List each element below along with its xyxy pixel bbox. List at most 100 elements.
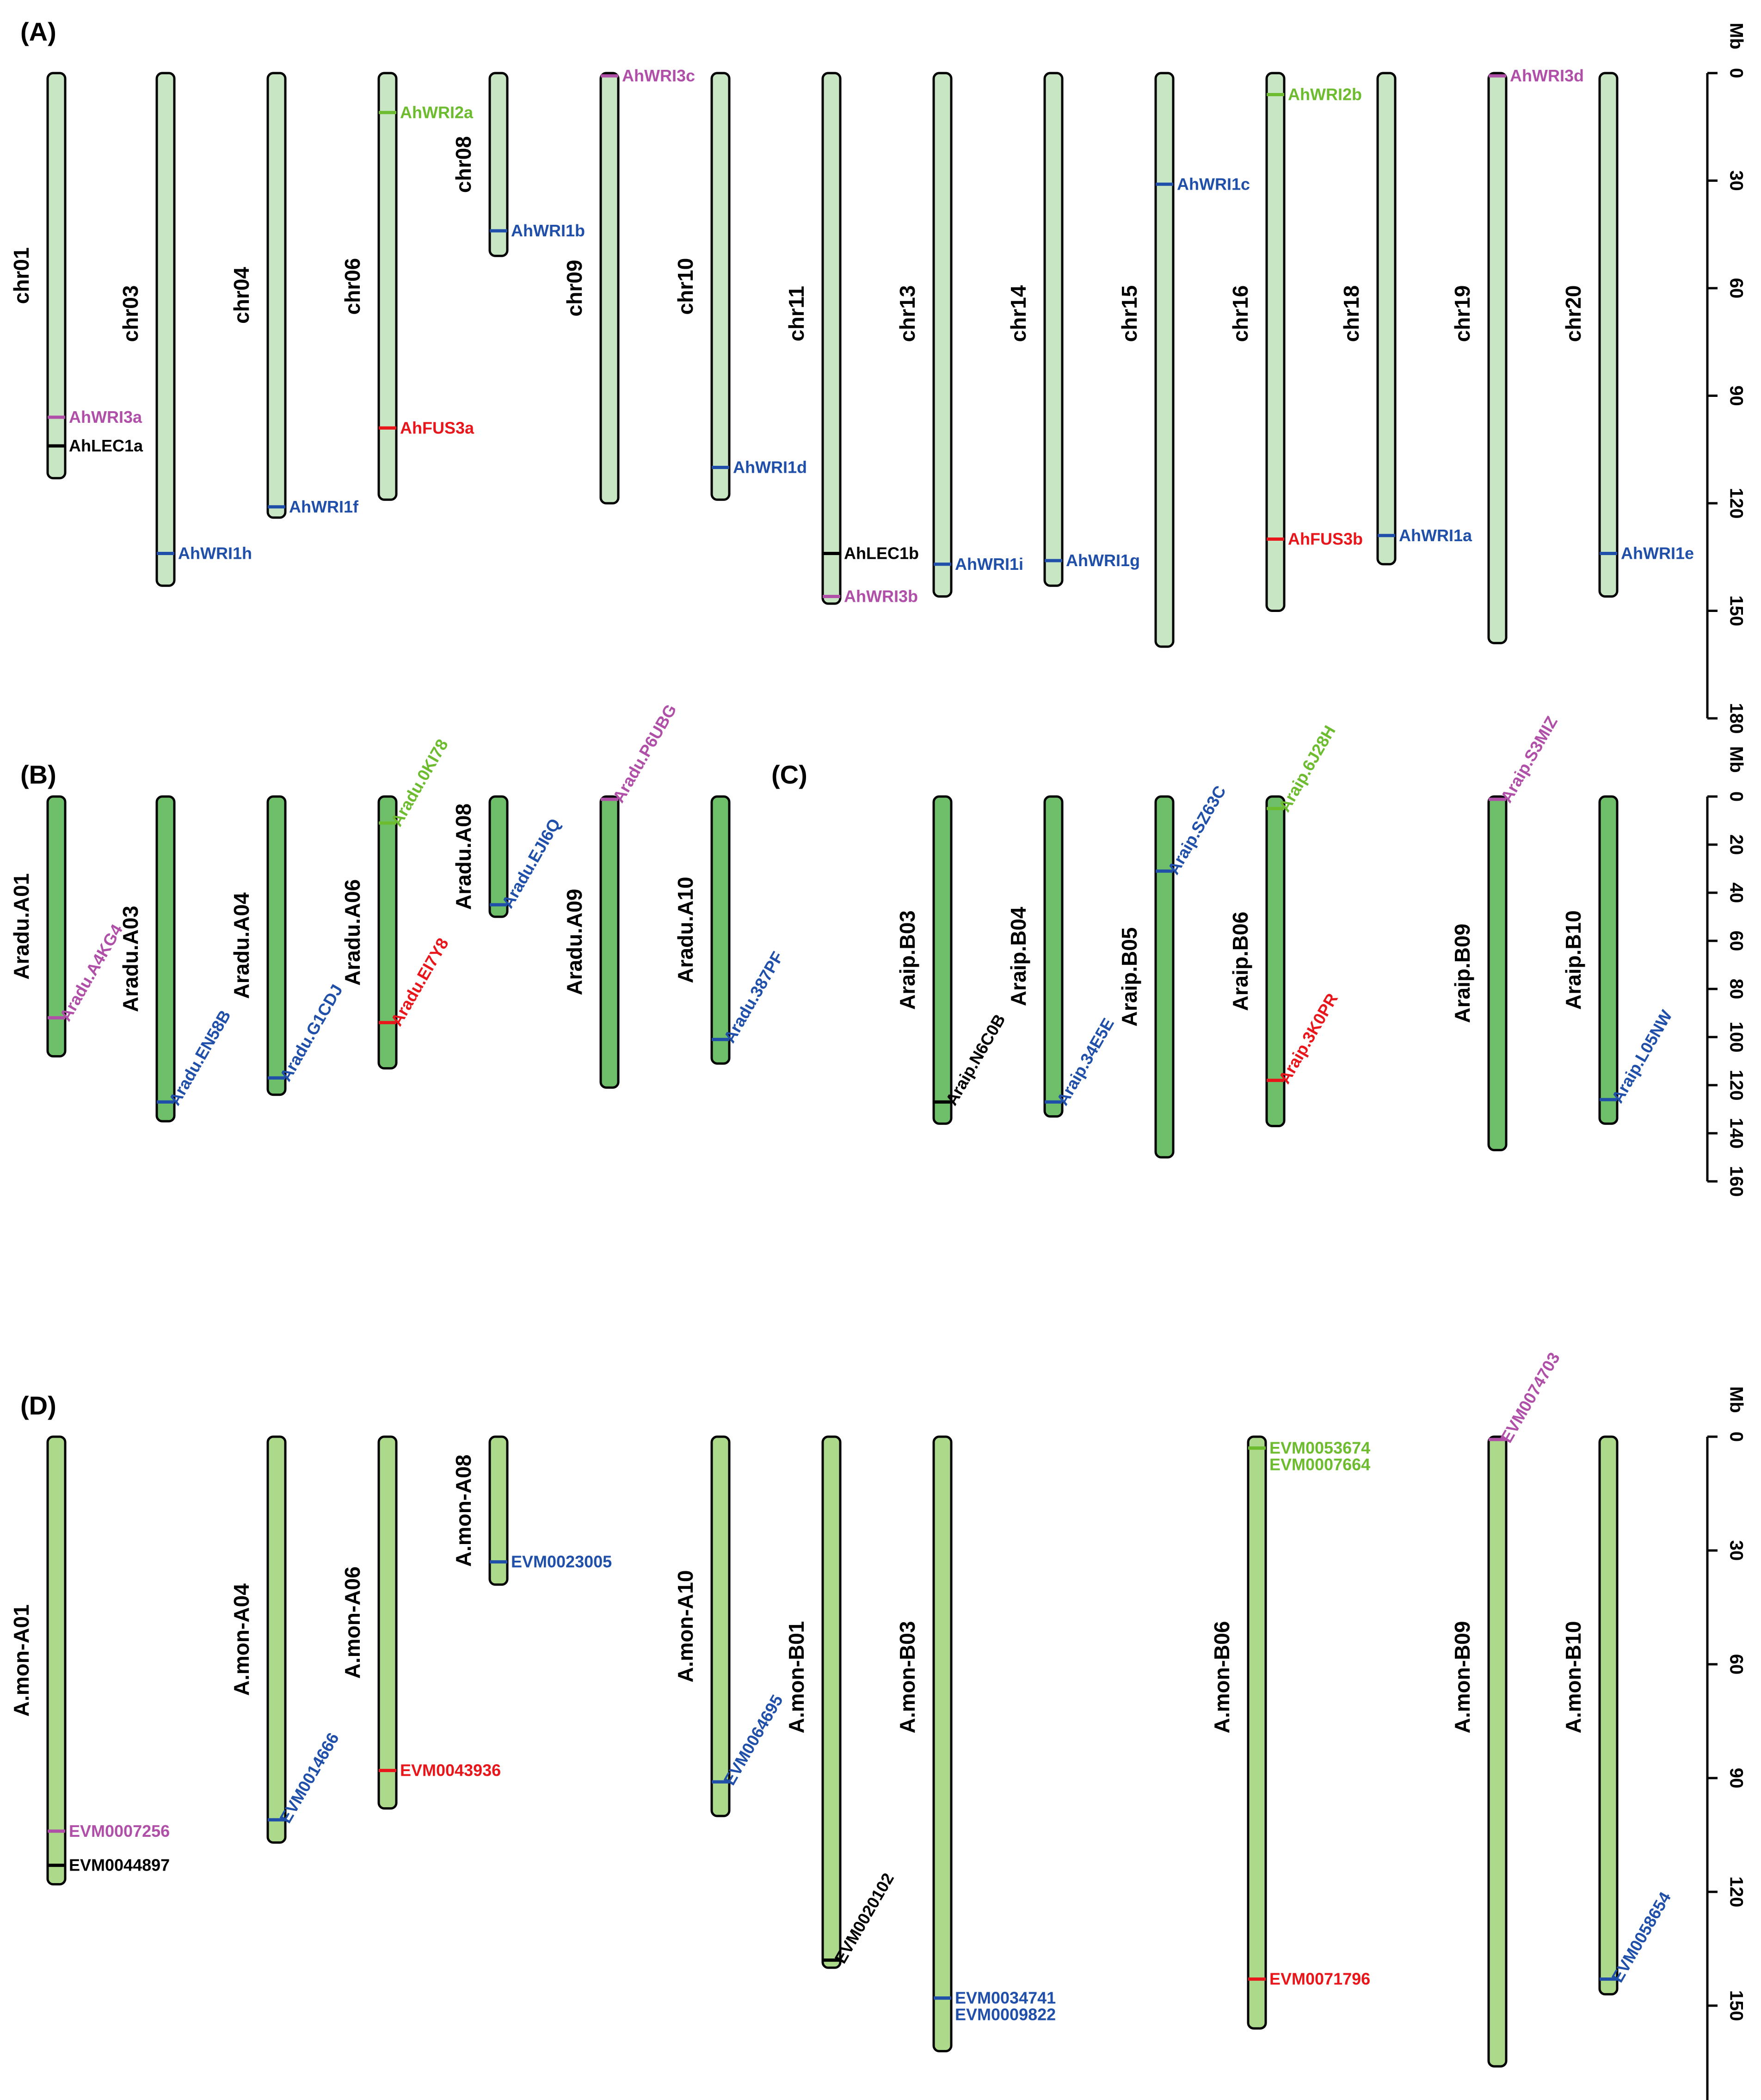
chromosome-label: A.mon-B10 <box>1561 1621 1585 1734</box>
axis-tick-label: 60 <box>1726 931 1746 951</box>
chromosome-label: chr04 <box>229 267 253 324</box>
chromosome-chr03: chr03 AhWRI1h <box>118 72 252 587</box>
axis-tick-label: 0 <box>1726 68 1746 78</box>
gene-label: AhWRI3b <box>844 587 918 606</box>
chromosome-bar <box>488 795 509 918</box>
gene-label: EVM0074703 <box>1496 1349 1564 1446</box>
chromosome-bar <box>1598 72 1619 598</box>
axis-tick-label: 120 <box>1726 1070 1746 1101</box>
chromosome-bar <box>1376 72 1397 566</box>
chromosome-bar <box>46 1435 67 1886</box>
gene-label: AhLEC1b <box>844 544 919 563</box>
panel-b: (B) Aradu.A01 Aradu.A4KG4Aradu.A03Aradu.EN… <box>9 701 787 1123</box>
chromosome-bar <box>266 1435 287 1844</box>
chromosome-label: chr15 <box>1117 285 1141 342</box>
chromosome-label: Aradu.A04 <box>229 892 253 999</box>
mb-axis: 0 20 40 60 80 100 120 140 160 Mb <box>1706 746 1746 1197</box>
axis-tick-label: 180 <box>1726 703 1746 734</box>
chromosome-chr08: chr08 AhWRI1b <box>451 72 585 257</box>
panel-label: (D) <box>20 1391 56 1420</box>
chromosome-bar <box>1154 795 1175 1159</box>
chromosome-label: chr01 <box>9 247 33 304</box>
gene-label: AhLEC1a <box>69 436 143 455</box>
gene-label: AhWRI1h <box>178 544 252 563</box>
chromosome-bar <box>46 795 67 1058</box>
chromosome-bar <box>932 1435 953 2052</box>
chromosome-Aradu.A01: Aradu.A01 Aradu.A4KG4 <box>9 795 126 1058</box>
axis-tick-label: 160 <box>1726 1166 1746 1197</box>
chromosome-chr13: chr13 AhWRI1i <box>895 72 1023 598</box>
gene-label: AhWRI1c <box>1177 174 1250 193</box>
chromosome-bar <box>1154 72 1175 648</box>
gene-label: EVM0009822 <box>955 2005 1056 2024</box>
axis-tick-label: 0 <box>1726 1432 1746 1442</box>
chromosome-bar <box>599 72 620 505</box>
chromosome-chr06: chr06 AhWRI2a AhFUS3a <box>340 72 474 501</box>
chromosome-label: chr10 <box>673 258 697 315</box>
chromosome-bar <box>821 1435 842 1969</box>
chromosome-A.mon-A06: A.mon-A06 EVM0043936 <box>340 1435 501 1810</box>
chromosome-label: A.mon-B09 <box>1450 1621 1474 1734</box>
chromosome-chr11: chr11 AhLEC1b AhWRI3b <box>784 72 919 606</box>
chromosome-bar <box>1487 1435 1508 2068</box>
axis-tick-label: 120 <box>1726 488 1746 519</box>
chromosome-bar <box>46 72 67 480</box>
gene-label: EVM0044897 <box>69 1856 170 1875</box>
axis-unit: Mb <box>1726 1386 1746 1413</box>
axis-tick-label: 100 <box>1726 1022 1746 1053</box>
chromosome-bar <box>266 795 287 1096</box>
gene-label: EVM0043936 <box>400 1761 501 1780</box>
chromosome-label: Araip.B05 <box>1117 927 1141 1027</box>
chromosome-label: Araip.B06 <box>1228 912 1252 1011</box>
panel-label: (C) <box>771 760 807 789</box>
gene-label: AhWRI3d <box>1510 66 1584 85</box>
chromosome-label: chr11 <box>784 286 808 341</box>
chromosome-Aradu.A09: Aradu.A09 Aradu.P6UBG <box>562 701 680 1089</box>
chromosome-label: A.mon-B06 <box>1210 1621 1234 1734</box>
chromosome-label: Araip.B09 <box>1450 924 1474 1023</box>
gene-label: EVM0053674 <box>1269 1439 1370 1458</box>
gene-label: AhWRI1b <box>511 221 585 240</box>
chromosome-label: A.mon-A10 <box>673 1570 697 1683</box>
gene-label: Araip.S3MIZ <box>1496 713 1561 806</box>
chromosome-chr14: chr14 AhWRI1g <box>1006 72 1140 587</box>
chromosome-label: Aradu.A06 <box>340 879 364 986</box>
chromosome-bar <box>599 795 620 1089</box>
gene-label: EVM0034741 <box>955 1989 1056 2007</box>
chromosome-label: Aradu.A10 <box>673 877 697 983</box>
chromosome-A.mon-B09: A.mon-B09 EVM0074703 <box>1450 1349 1564 2068</box>
chromosome-bar <box>1265 795 1286 1127</box>
chromosome-A.mon-A08: A.mon-A08 EVM0023005 <box>451 1435 612 1586</box>
axis-tick-label: 90 <box>1726 385 1746 406</box>
chromosome-bar <box>821 72 842 605</box>
chromosome-label: chr16 <box>1228 285 1252 342</box>
panel-label: (B) <box>20 760 56 789</box>
chromosome-label: A.mon-A04 <box>229 1583 253 1696</box>
chromosome-bar <box>1043 72 1064 587</box>
axis-tick-label: 60 <box>1726 1654 1746 1675</box>
chromosome-bar <box>1487 795 1508 1151</box>
gene-label: AhFUS3b <box>1288 530 1363 549</box>
chromosome-chr15: chr15 AhWRI1c <box>1117 72 1250 648</box>
chromosome-bar <box>377 1435 398 1810</box>
chromosome-chr18: chr18 AhWRI1a <box>1339 72 1472 566</box>
chromosome-Araip.B09: Araip.B09 Araip.S3MIZ <box>1450 713 1561 1151</box>
chromosome-chr20: chr20 AhWRI1e <box>1561 72 1694 598</box>
chromosome-label: A.mon-A08 <box>451 1454 475 1567</box>
gene-label: AhWRI1d <box>733 458 807 477</box>
chromosome-label: chr18 <box>1339 285 1363 342</box>
chromosome-label: Aradu.A03 <box>118 906 142 1012</box>
chromosome-label: chr08 <box>451 136 475 193</box>
gene-label: AhWRI1e <box>1621 544 1694 563</box>
gene-label: AhWRI3a <box>69 408 142 426</box>
